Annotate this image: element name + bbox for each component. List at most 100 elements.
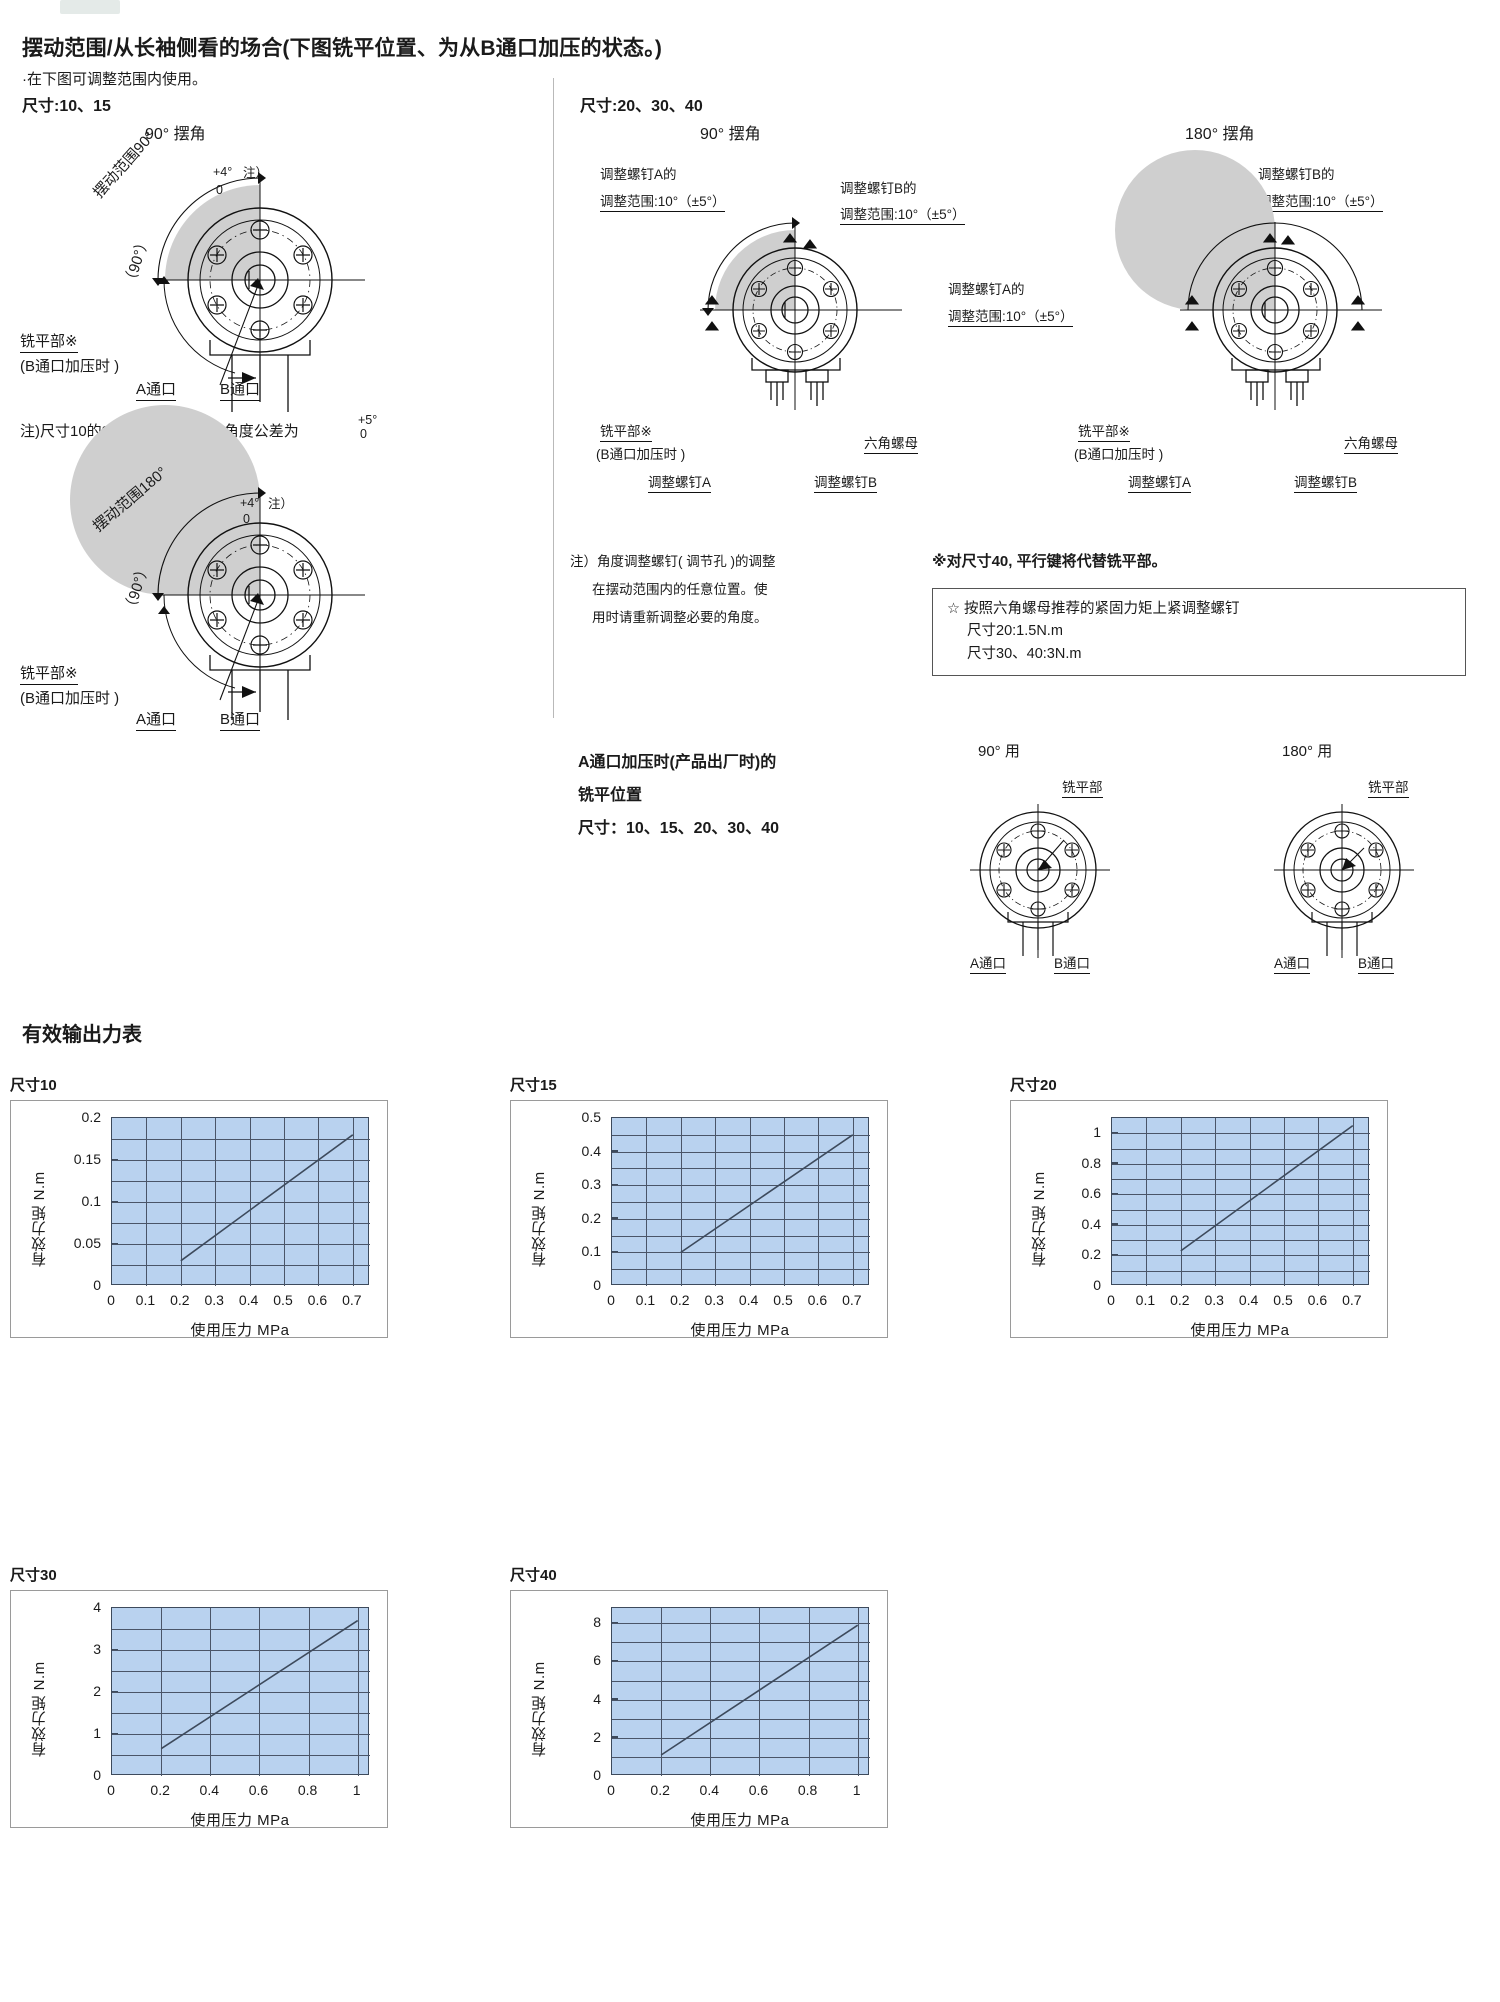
header-bullet-note: ·在下图可调整范围内使用。 bbox=[22, 71, 207, 88]
x-tick-label: 1 bbox=[852, 1782, 861, 1798]
y-tick-mark bbox=[111, 1158, 118, 1160]
torque-note-l1: ☆ 按照六角螺母推荐的紧固力矩上紧调整螺钉 bbox=[947, 601, 1240, 617]
data-series-line bbox=[660, 1624, 859, 1756]
x-tick-label: 0.7 bbox=[1342, 1292, 1362, 1308]
y-tick-label: 0 bbox=[1093, 1277, 1101, 1293]
gridline-h bbox=[1112, 1270, 1370, 1272]
right-size-label: 尺寸:20、30、40 bbox=[580, 98, 703, 115]
y-tick-mark bbox=[111, 1200, 118, 1202]
y-tick-label: 1 bbox=[1093, 1124, 1101, 1141]
chart-card-size20: 0 0.2 0.4 0.6 0.8 1 0 0.1 0.2 0.3 0.4 0.5 0.6 0.7 有效力矩… bbox=[1010, 1100, 1388, 1339]
gridline-h bbox=[612, 1202, 870, 1203]
gridline-v bbox=[1180, 1118, 1182, 1286]
gridline-h bbox=[612, 1642, 870, 1644]
y-tick-mark bbox=[1111, 1131, 1118, 1134]
chart-title-size30: 尺寸30 bbox=[10, 1567, 57, 1584]
gridline-h bbox=[112, 1139, 370, 1140]
gridline-h bbox=[112, 1629, 370, 1630]
x-tick-label: 0.1 bbox=[1135, 1292, 1156, 1308]
x-tick-label: 0.5 bbox=[773, 1292, 793, 1308]
left-tolerance-top: +5° bbox=[358, 413, 378, 427]
y-tick-mark bbox=[611, 1250, 618, 1253]
x-tick-label: 0.5 bbox=[1273, 1292, 1293, 1308]
y-axis-label: 有效力矩 N.m bbox=[531, 1661, 548, 1757]
gridline-v bbox=[710, 1608, 712, 1776]
right-180-screw-b: 调整螺钉B bbox=[1294, 471, 1358, 493]
x-axis-label: 使用压力 MPa bbox=[190, 1322, 290, 1339]
x-axis-label: 使用压力 MPa bbox=[690, 1322, 790, 1339]
gridline-h bbox=[112, 1713, 370, 1714]
gridline-h bbox=[1112, 1255, 1370, 1257]
series-layer-size30 bbox=[160, 1619, 359, 1750]
chart-card-size30: 0 1 2 3 4 0 0.2 0.4 0.6 0.8 1 有效力矩 N.m 使用压力 MPa bbox=[10, 1590, 388, 1829]
chart-title-size20: 尺寸20 bbox=[1010, 1077, 1057, 1094]
x-tick-label: 0.2 bbox=[670, 1292, 690, 1308]
gridline-h bbox=[612, 1756, 870, 1758]
x-tick-label: 0.6 bbox=[307, 1292, 328, 1308]
x-tick-label: 0.2 bbox=[170, 1292, 190, 1308]
gridline-h bbox=[1112, 1133, 1370, 1135]
gridline-h bbox=[1112, 1209, 1370, 1211]
y-tick-mark bbox=[611, 1698, 618, 1700]
diagram-size10-15-90deg bbox=[152, 172, 365, 412]
right-90-swing-title: 90° 摆角 bbox=[700, 126, 761, 143]
x-tick-label: 0.8 bbox=[797, 1782, 818, 1798]
left-180-flat-sub: (B通口加压时 ) bbox=[20, 690, 120, 707]
y-tick-mark bbox=[611, 1150, 618, 1152]
torque-note-l3: 尺寸30、40:3N.m bbox=[967, 645, 1082, 662]
y-tick-label: 0.5 bbox=[581, 1109, 601, 1125]
x-tick-label: 0.1 bbox=[635, 1292, 656, 1308]
gridline-h bbox=[1112, 1224, 1370, 1226]
gridline-v bbox=[1249, 1118, 1251, 1286]
y-tick-mark bbox=[111, 1242, 118, 1244]
right-180-hex-nut: 六角螺母 bbox=[1344, 432, 1398, 454]
y-tick-mark bbox=[111, 1732, 118, 1734]
gridline-v bbox=[1284, 1118, 1285, 1286]
right-90-callout-b-l2: 调整范围:10°（±5°） bbox=[840, 203, 966, 225]
x-axis-label: 使用压力 MPa bbox=[190, 1812, 290, 1829]
x-tick-label: 0.2 bbox=[1170, 1292, 1190, 1308]
gridline-h bbox=[612, 1680, 870, 1682]
y-tick-label: 0.2 bbox=[81, 1109, 101, 1125]
page-title: 摆动范围/从长袖侧看的场合(下图铣平位置、为从B通口加压的状态。) bbox=[22, 37, 663, 60]
chart-title-size40: 尺寸40 bbox=[510, 1567, 557, 1584]
y-tick-label: 0.15 bbox=[73, 1151, 101, 1167]
y-tick-mark bbox=[611, 1116, 618, 1118]
diagram-size20-40-90deg bbox=[700, 217, 902, 410]
right-note-angle-l3: 用时请重新调整必要的角度。 bbox=[592, 610, 768, 625]
left-90-arc-tol-bottom: 0 bbox=[216, 183, 223, 197]
right-90-screw-a: 调整螺钉A bbox=[648, 471, 712, 493]
y-tick-label: 3 bbox=[93, 1641, 101, 1657]
a-port-block-l1: A通口加压时(产品出厂时)的 bbox=[578, 754, 777, 771]
x-tick-label: 0 bbox=[607, 1782, 615, 1798]
x-tick-label: 0.2 bbox=[650, 1782, 670, 1798]
y-tick-mark bbox=[611, 1736, 618, 1738]
y-axis-label: 有效力矩 N.m bbox=[31, 1171, 48, 1267]
plot-area-size40 bbox=[611, 1607, 870, 1776]
gridline-h bbox=[612, 1661, 870, 1663]
y-tick-label: 0.2 bbox=[1081, 1246, 1101, 1263]
x-tick-label: 0 bbox=[107, 1292, 115, 1308]
gridline-h bbox=[1112, 1240, 1370, 1242]
x-tick-label: 0.6 bbox=[748, 1782, 769, 1798]
y-tick-label: 4 bbox=[93, 1599, 101, 1615]
y-tick-mark bbox=[111, 1690, 118, 1692]
right-90-flat-sub: (B通口加压时 ) bbox=[596, 447, 686, 462]
y-tick-mark bbox=[111, 1116, 118, 1118]
gridline-h bbox=[612, 1134, 870, 1136]
gridline-h bbox=[112, 1223, 370, 1224]
gridline-h bbox=[612, 1218, 870, 1220]
mini-180-port-b: B通口 bbox=[1358, 952, 1395, 974]
charts-section-title: 有效输出力表 bbox=[22, 1024, 142, 1046]
x-tick-label: 0.3 bbox=[704, 1292, 724, 1308]
left-size-label: 尺寸:10、15 bbox=[22, 98, 111, 115]
y-tick-mark bbox=[111, 1606, 118, 1608]
torque-note-box: ☆ 按照六角螺母推荐的紧固力矩上紧调整螺钉 尺寸20:1.5N.m 尺寸30、4… bbox=[932, 588, 1466, 677]
y-tick-mark bbox=[1111, 1253, 1118, 1256]
left-90-port-b: B通口 bbox=[220, 378, 261, 401]
gridline-h bbox=[612, 1151, 870, 1153]
right-note-size40: ※对尺寸40, 平行键将代替铣平部。 bbox=[932, 553, 1167, 570]
data-series-line bbox=[680, 1134, 854, 1254]
x-tick-label: 0 bbox=[1107, 1292, 1115, 1308]
